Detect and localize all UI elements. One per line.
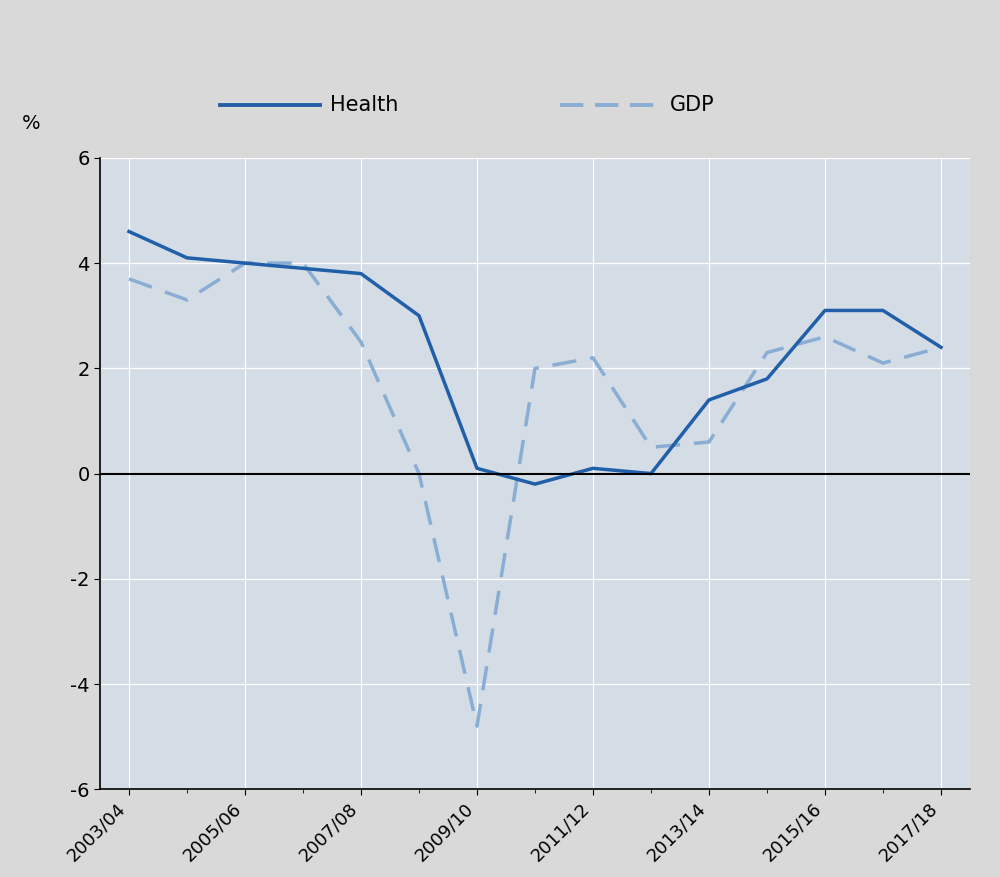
GDP (935, 342, 947, 353)
Health (877, 305, 889, 316)
GDP (529, 363, 541, 374)
Health (529, 479, 541, 489)
Health (761, 374, 773, 384)
Health (181, 253, 193, 263)
GDP (645, 442, 657, 453)
GDP (761, 347, 773, 358)
GDP (471, 721, 483, 731)
Line: Health: Health (129, 232, 941, 484)
GDP (413, 468, 425, 479)
Health (819, 305, 831, 316)
Health (587, 463, 599, 474)
Health (239, 258, 251, 268)
GDP (703, 437, 715, 447)
Health (471, 463, 483, 474)
Health (355, 268, 367, 279)
Health (413, 310, 425, 321)
GDP (819, 332, 831, 342)
Text: GDP: GDP (670, 96, 715, 115)
GDP (355, 337, 367, 347)
Text: %: % (22, 114, 40, 132)
Health (297, 263, 309, 274)
GDP (181, 295, 193, 305)
GDP (239, 258, 251, 268)
GDP (297, 258, 309, 268)
Health (703, 395, 715, 405)
Health (935, 342, 947, 353)
Line: GDP: GDP (129, 263, 941, 726)
GDP (123, 274, 135, 284)
Text: Health: Health (330, 96, 398, 115)
Health (123, 226, 135, 237)
GDP (587, 353, 599, 363)
GDP (877, 358, 889, 368)
Health (645, 468, 657, 479)
